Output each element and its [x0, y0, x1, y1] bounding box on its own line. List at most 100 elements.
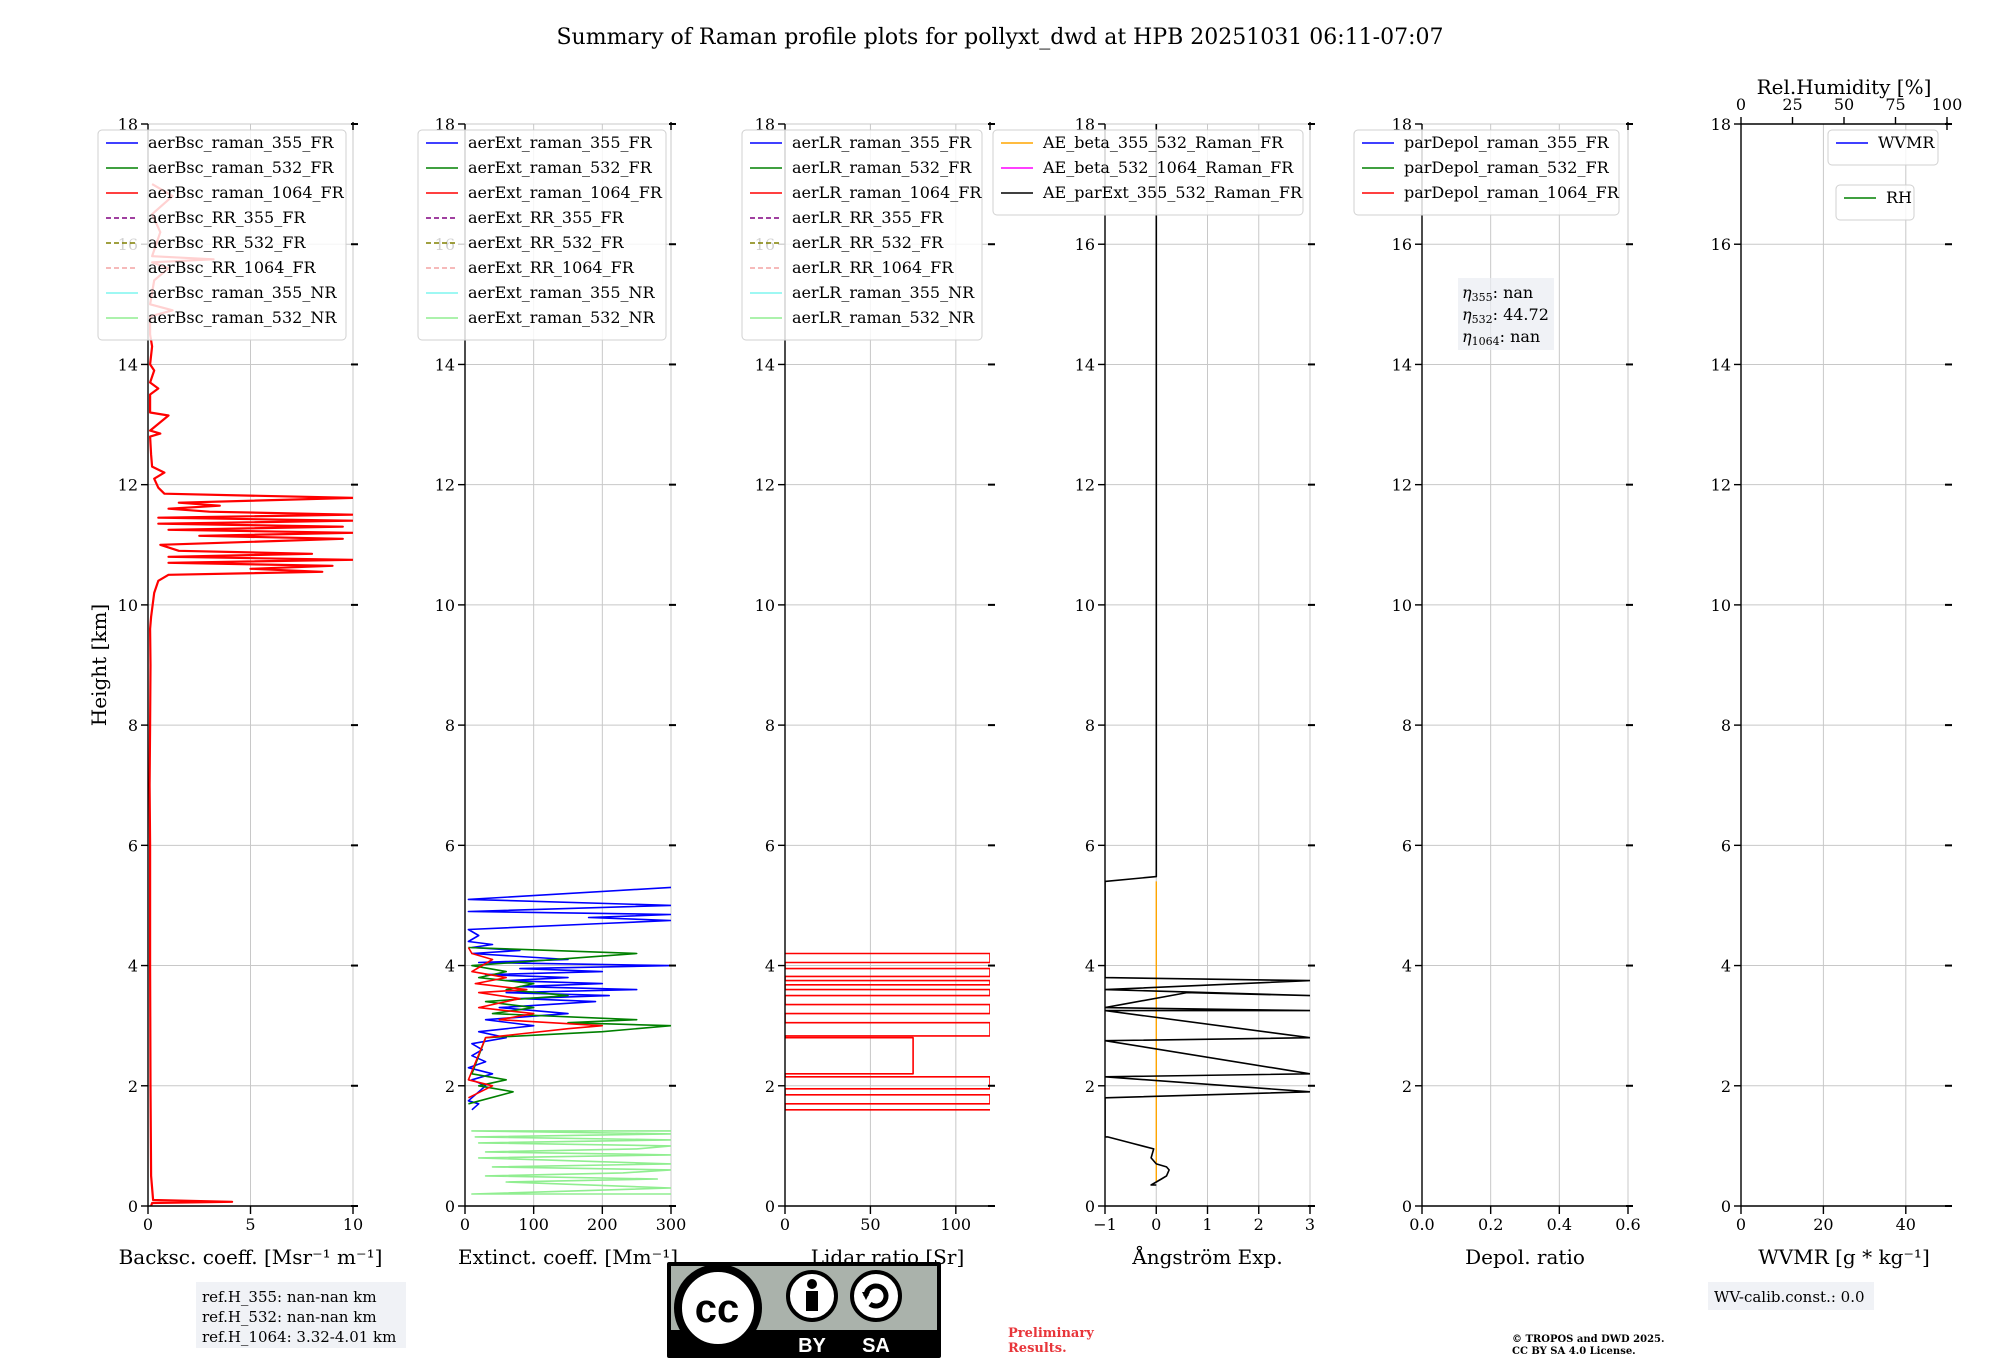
sa-share-icon: [850, 1270, 902, 1322]
ytick-label: 2: [1721, 1077, 1731, 1096]
ytick-label: 10: [1392, 596, 1412, 615]
ytick-label: 14: [118, 355, 138, 374]
ytick-label: 0: [1721, 1197, 1731, 1216]
ytick-label: 8: [1402, 716, 1412, 735]
ytick-label: 2: [128, 1077, 138, 1096]
ytick-label: 16: [1075, 235, 1095, 254]
xtick-label: 2: [1254, 1215, 1264, 1234]
ytick-label: 12: [1075, 476, 1095, 495]
panel-bsc: 0246810121416180510Backsc. coeff. [Msr⁻¹…: [87, 115, 382, 1269]
legend-entry: parDepol_raman_1064_FR: [1404, 183, 1620, 202]
xtick-label: 0.6: [1615, 1215, 1640, 1234]
ytick-label: 0: [1085, 1197, 1095, 1216]
legend-entry: aerLR_raman_532_FR: [792, 158, 972, 177]
legend-entry: aerBsc_raman_355_FR: [148, 133, 334, 152]
cc-logo-text: cc: [695, 1287, 740, 1331]
ytick-label: 0: [445, 1197, 455, 1216]
legend-frame: [1835, 184, 1915, 221]
ytick-label: 4: [765, 957, 775, 976]
top-axis-label: Rel.Humidity [%]: [1757, 75, 1932, 99]
legend-entry: aerExt_raman_355_FR: [468, 133, 653, 152]
ytick-label: 14: [1075, 355, 1095, 374]
series-line-aerExt_raman_532_NR: [471, 1130, 671, 1195]
panel-lr: 024681012141618050100Lidar ratio [Sr]aer…: [741, 115, 995, 1269]
panel-depol: 0 2 4 6 8 10 12 14 16 18 0.0 0.2 0.4 0.6 Depol. ratio p…: [1353, 115, 1641, 1269]
ytick-label: 12: [1711, 476, 1731, 495]
ytick-label: 2: [1085, 1077, 1095, 1096]
ytick-label: 6: [765, 836, 775, 855]
axes-root: 0246810121416180510Backsc. coeff. [Msr⁻¹…: [87, 75, 1962, 1269]
xtick-label: 3: [1305, 1215, 1315, 1234]
series-line-aerLR_raman_1064_FR: [785, 952, 990, 1111]
legend-ext: aerExt_raman_355_FR aerExt_raman_532_FRae…: [417, 129, 667, 341]
xtick-label: 50: [860, 1215, 880, 1234]
ytick-label: 12: [435, 476, 455, 495]
legend-entry: aerExt_RR_532_FR: [468, 233, 625, 252]
ytick-label: 14: [1392, 355, 1412, 374]
eta-line: η355: nan: [1462, 283, 1533, 304]
ytick-label: 16: [1711, 235, 1731, 254]
legend-entry: aerBsc_raman_532_NR: [148, 308, 337, 327]
legend-frame: [1353, 129, 1620, 216]
series-group: [785, 952, 990, 1111]
copyright-line1: © TROPOS and DWD 2025.: [1512, 1334, 1664, 1345]
top-xtick-label: 25: [1782, 95, 1802, 114]
eta-line: η532: 44.72: [1462, 305, 1549, 326]
refh-box: ref.H_355: nan-nan km ref.H_532: nan-nan…: [196, 1282, 406, 1348]
ytick-label: 2: [445, 1077, 455, 1096]
ytick-label: 14: [435, 355, 455, 374]
ytick-label: 14: [1711, 355, 1731, 374]
legend-entry: aerExt_raman_355_NR: [468, 283, 656, 302]
eta-line: η1064: nan: [1462, 327, 1540, 348]
legend-entry: aerBsc_raman_532_FR: [148, 158, 334, 177]
series-line-aerExt_raman_1064_FR: [467, 947, 604, 1099]
ytick-label: 10: [435, 596, 455, 615]
xtick-label: 200: [587, 1215, 618, 1234]
xaxis-label: Backsc. coeff. [Msr⁻¹ m⁻¹]: [119, 1245, 383, 1269]
refh-line-1064: ref.H_1064: 3.32-4.01 km: [202, 1328, 396, 1346]
legend-entry: aerBsc_raman_355_NR: [148, 283, 337, 302]
ytick-label: 4: [1085, 957, 1095, 976]
xtick-label: 10: [343, 1215, 363, 1234]
legend-entry: aerExt_raman_532_NR: [468, 308, 656, 327]
ytick-label: 18: [755, 115, 775, 134]
xtick-label: 0: [1736, 1215, 1746, 1234]
wv-calib-box: WV-calib.const.: 0.0: [1708, 1282, 1874, 1310]
copyright-line2: CC BY SA 4.0 License.: [1512, 1346, 1636, 1357]
legend-frame: [992, 129, 1304, 216]
ytick-label: 10: [118, 596, 138, 615]
legend-entry: aerLR_RR_355_FR: [792, 208, 944, 227]
ytick-label: 4: [445, 957, 455, 976]
ytick-label: 10: [1075, 596, 1095, 615]
ytick-label: 10: [755, 596, 775, 615]
series-group: [1105, 124, 1310, 1186]
panel-ext: 0246810121416180100200300Extinct. coeff.…: [417, 115, 686, 1269]
ytick-label: 8: [1721, 716, 1731, 735]
xaxis-label: WVMR [g * kg⁻¹]: [1758, 1245, 1930, 1269]
figure-title: Summary of Raman profile plots for polly…: [556, 25, 1443, 50]
xaxis-label: Ångström Exp.: [1131, 1244, 1282, 1269]
legend-frame: [97, 129, 347, 341]
ytick-label: 6: [1085, 836, 1095, 855]
ytick-label: 8: [445, 716, 455, 735]
xaxis-label: Extinct. coeff. [Mm⁻¹]: [458, 1245, 678, 1269]
ytick-label: 18: [1075, 115, 1095, 134]
cc-license-badge[interactable]: cc BY SA: [667, 1262, 941, 1358]
legend-frame: [741, 129, 983, 341]
ytick-label: 8: [765, 716, 775, 735]
legend-entry: aerBsc_RR_532_FR: [148, 233, 306, 252]
legend-entry: aerExt_RR_1064_FR: [468, 258, 635, 277]
legend-entry: aerLR_RR_1064_FR: [792, 258, 954, 277]
legend-entry: aerExt_raman_1064_FR: [468, 183, 663, 202]
ytick-label: 18: [435, 115, 455, 134]
ytick-label: 0: [1402, 1197, 1412, 1216]
legend-entry: parDepol_raman_355_FR: [1404, 133, 1610, 152]
xtick-label: 1: [1202, 1215, 1212, 1234]
refh-line-532: ref.H_532: nan-nan km: [202, 1308, 377, 1326]
series-line-aerExt_raman_355_FR: [467, 886, 671, 1111]
legend-entry: aerExt_RR_355_FR: [468, 208, 625, 227]
legend-entry: aerBsc_RR_355_FR: [148, 208, 306, 227]
ytick-label: 8: [128, 716, 138, 735]
ytick-label: 18: [118, 115, 138, 134]
